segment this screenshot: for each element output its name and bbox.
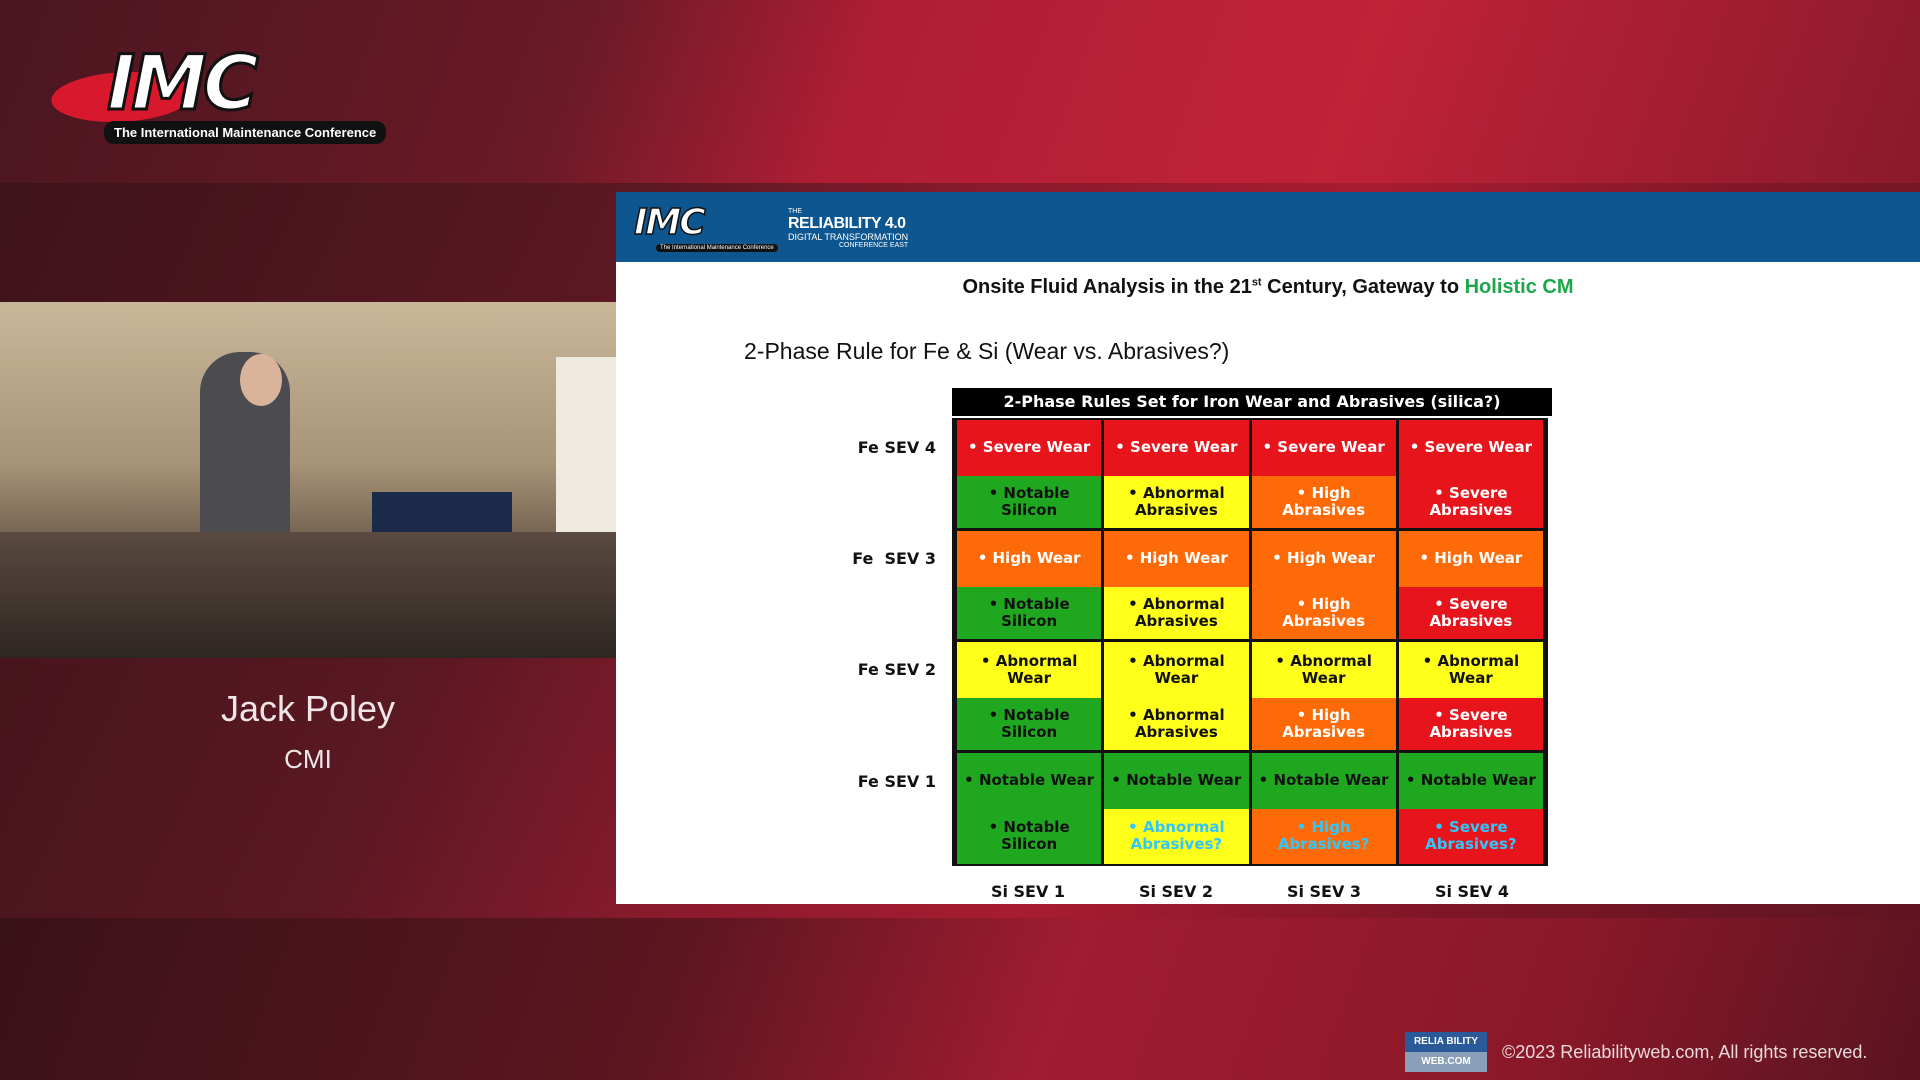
- grid-cell: • Abnormal Wear: [1104, 642, 1249, 698]
- row-label: Fe SEV 4: [857, 438, 936, 457]
- grid-cell: • Notable Wear: [957, 753, 1102, 809]
- grid-cell: • Abnormal Wear: [1251, 642, 1396, 698]
- col-label: Si SEV 1: [990, 882, 1066, 901]
- speaker-head: [240, 354, 282, 406]
- row-label: Fe SEV 2: [857, 660, 936, 679]
- presentation-slide: IMC The International Maintenance Confer…: [616, 192, 1920, 904]
- speaker-name: Jack Poley: [220, 688, 396, 729]
- audience: [0, 532, 616, 658]
- rules-grid: • Severe Wear • Severe Wear • Severe Wear •…: [952, 418, 1548, 866]
- row-label: Fe SEV 3: [852, 549, 936, 568]
- title-sup: st: [1251, 276, 1262, 289]
- grid-cell: • Abnormal Wear: [1398, 642, 1543, 698]
- title-part: Century, Gateway to: [1261, 276, 1465, 298]
- grid-cell: • Severe Abrasives: [1398, 697, 1543, 753]
- grid-cell: • High Wear: [1104, 531, 1249, 587]
- slide-imc-logo: IMC: [633, 201, 706, 244]
- grid-cell: • Severe Wear: [1104, 420, 1249, 476]
- col-label: Si SEV 2: [1138, 882, 1214, 901]
- grid-cell: • Severe Wear: [957, 420, 1102, 476]
- grid-cell: • Notable Silicon: [957, 697, 1102, 753]
- speaker-title: CMI: [284, 744, 332, 774]
- table-title: 2-Phase Rules Set for Iron Wear and Abra…: [952, 388, 1552, 416]
- reliabilityweb-logo: RELIA BILITY WEB.COM: [1405, 1032, 1487, 1072]
- grid-cell: • High Wear: [957, 531, 1102, 587]
- top-banner: [0, 0, 1920, 183]
- grid-cell: • Notable Silicon: [957, 808, 1102, 864]
- grid-cell: • High Abrasives: [1251, 697, 1396, 753]
- grid-cell: • High Wear: [1251, 531, 1396, 587]
- speaker-video: [0, 302, 616, 658]
- grid-cell: • Severe Wear: [1251, 420, 1396, 476]
- logo-text: IMC: [106, 37, 261, 129]
- col-label: Si SEV 4: [1434, 882, 1510, 901]
- grid-cell: • Severe Wear: [1398, 420, 1543, 476]
- grid-cell: • Abnormal Abrasives?: [1104, 808, 1249, 864]
- row-label: Fe SEV 1: [857, 772, 936, 791]
- grid-cell: • Abnormal Abrasives: [1104, 586, 1249, 642]
- grid-cell: • Notable Silicon: [957, 475, 1102, 531]
- slide-logo-tagline: The International Maintenance Conference: [656, 244, 778, 252]
- rw-logo-line2: WEB.COM: [1405, 1052, 1487, 1072]
- col-label: Si SEV 3: [1286, 882, 1362, 901]
- grid-cell: • Severe Abrasives: [1398, 475, 1543, 531]
- grid-cell: • Abnormal Abrasives: [1104, 475, 1249, 531]
- grid-cell: • Severe Abrasives?: [1398, 808, 1543, 864]
- grid-cell: • Notable Wear: [1104, 753, 1249, 809]
- slide-header: IMC The International Maintenance Confer…: [616, 192, 1920, 262]
- slide-title: Onsite Fluid Analysis in the 21st Centur…: [616, 276, 1920, 299]
- grid-cell: • High Abrasives?: [1251, 808, 1396, 864]
- rel-line4: CONFERENCE EAST: [838, 242, 909, 249]
- grid-cell: • Notable Wear: [1251, 753, 1396, 809]
- logo-tagline: The International Maintenance Conference: [104, 121, 387, 144]
- title-part: Onsite Fluid Analysis in the 21: [962, 276, 1252, 298]
- grid-cell: • High Wear: [1398, 531, 1543, 587]
- title-highlight: Holistic CM: [1464, 276, 1574, 298]
- grid-cell: • Notable Silicon: [957, 586, 1102, 642]
- imc-logo: IMC The International Maintenance Confer…: [42, 37, 387, 150]
- grid-cell: • High Abrasives: [1251, 586, 1396, 642]
- rw-logo-line1: RELIA BILITY: [1413, 1036, 1479, 1047]
- copyright: ©2023 Reliabilityweb.com, All rights res…: [1502, 1042, 1868, 1062]
- rel-line2: RELIABILITY 4.0: [788, 215, 906, 232]
- rel-line3: DIGITAL TRANSFORMATION: [788, 232, 909, 242]
- grid-cell: • Severe Abrasives: [1398, 586, 1543, 642]
- grid-cell: • Abnormal Wear: [957, 642, 1102, 698]
- bottom-banner: [0, 918, 1920, 1080]
- reliability-logo: THE RELIABILITY 4.0 DIGITAL TRANSFORMATI…: [788, 208, 908, 249]
- grid-cell: • Notable Wear: [1398, 753, 1543, 809]
- grid-cell: • High Abrasives: [1251, 475, 1396, 531]
- grid-cell: • Abnormal Abrasives: [1104, 697, 1249, 753]
- slide-subtitle: 2-Phase Rule for Fe & Si (Wear vs. Abras…: [744, 338, 1230, 364]
- rel-line1: THE: [788, 208, 802, 215]
